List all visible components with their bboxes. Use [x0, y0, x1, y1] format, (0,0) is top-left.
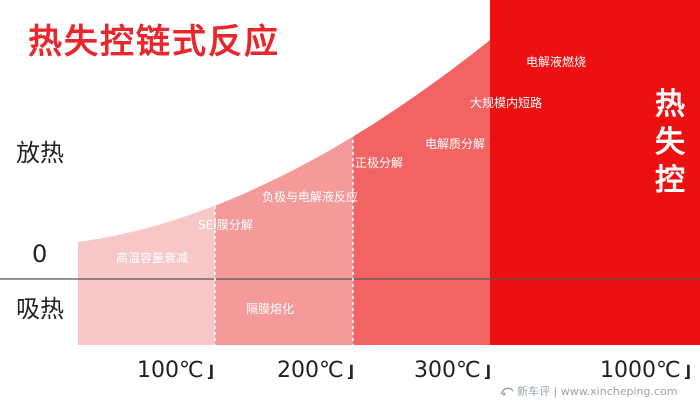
reaction-label-0: 高温容量衰减: [116, 250, 188, 265]
temp-tick-label: 1000℃: [600, 358, 681, 383]
watermark-text: 新车评 | www.xincheping.com: [517, 385, 678, 398]
stage-region-200: [215, 0, 353, 345]
temp-tick-label: 300℃: [414, 358, 481, 383]
tick-mark-icon: ⌋: [683, 362, 692, 381]
reaction-label-6: 大规模内短路: [470, 95, 542, 110]
page-title: 热失控链式反应: [28, 22, 280, 62]
tick-mark-icon: ⌋: [346, 362, 355, 381]
temp-tick-label: 100℃: [137, 358, 204, 383]
reaction-label-3: 负极与电解液反应: [262, 189, 358, 204]
y-label-endothermic: 吸热: [16, 295, 64, 323]
watermark: 新车评 | www.xincheping.com: [500, 383, 677, 399]
reaction-label-7: 电解液燃烧: [526, 54, 586, 69]
temp-tick-label: 200℃: [277, 358, 344, 383]
y-label-exothermic: 放热: [16, 139, 64, 167]
end-label-char-2: 控: [655, 163, 685, 198]
temp-tick-1000: 1000℃ ⌋: [600, 358, 691, 383]
reaction-label-2: SEI膜分解: [198, 218, 253, 232]
y-label-zero: 0: [32, 240, 48, 268]
tick-mark-icon: ⌋: [483, 362, 492, 381]
stage-region-100: [78, 0, 215, 345]
end-label-char-0: 热: [655, 87, 685, 122]
reaction-label-1: 隔膜熔化: [246, 301, 294, 316]
temp-tick-300: 300℃ ⌋: [414, 358, 491, 383]
end-label-char-1: 失: [655, 125, 686, 160]
watermark-logo-icon: [500, 387, 514, 396]
reaction-label-5: 电解质分解: [425, 137, 485, 151]
stage-region-1000: [490, 0, 700, 345]
tick-mark-icon: ⌋: [206, 362, 215, 381]
reaction-label-4: 正极分解: [355, 156, 403, 170]
stage-regions: [78, 0, 700, 345]
temp-tick-200: 200℃ ⌋: [277, 358, 354, 383]
stage-region-300: [353, 0, 490, 345]
temp-tick-100: 100℃ ⌋: [137, 358, 214, 383]
